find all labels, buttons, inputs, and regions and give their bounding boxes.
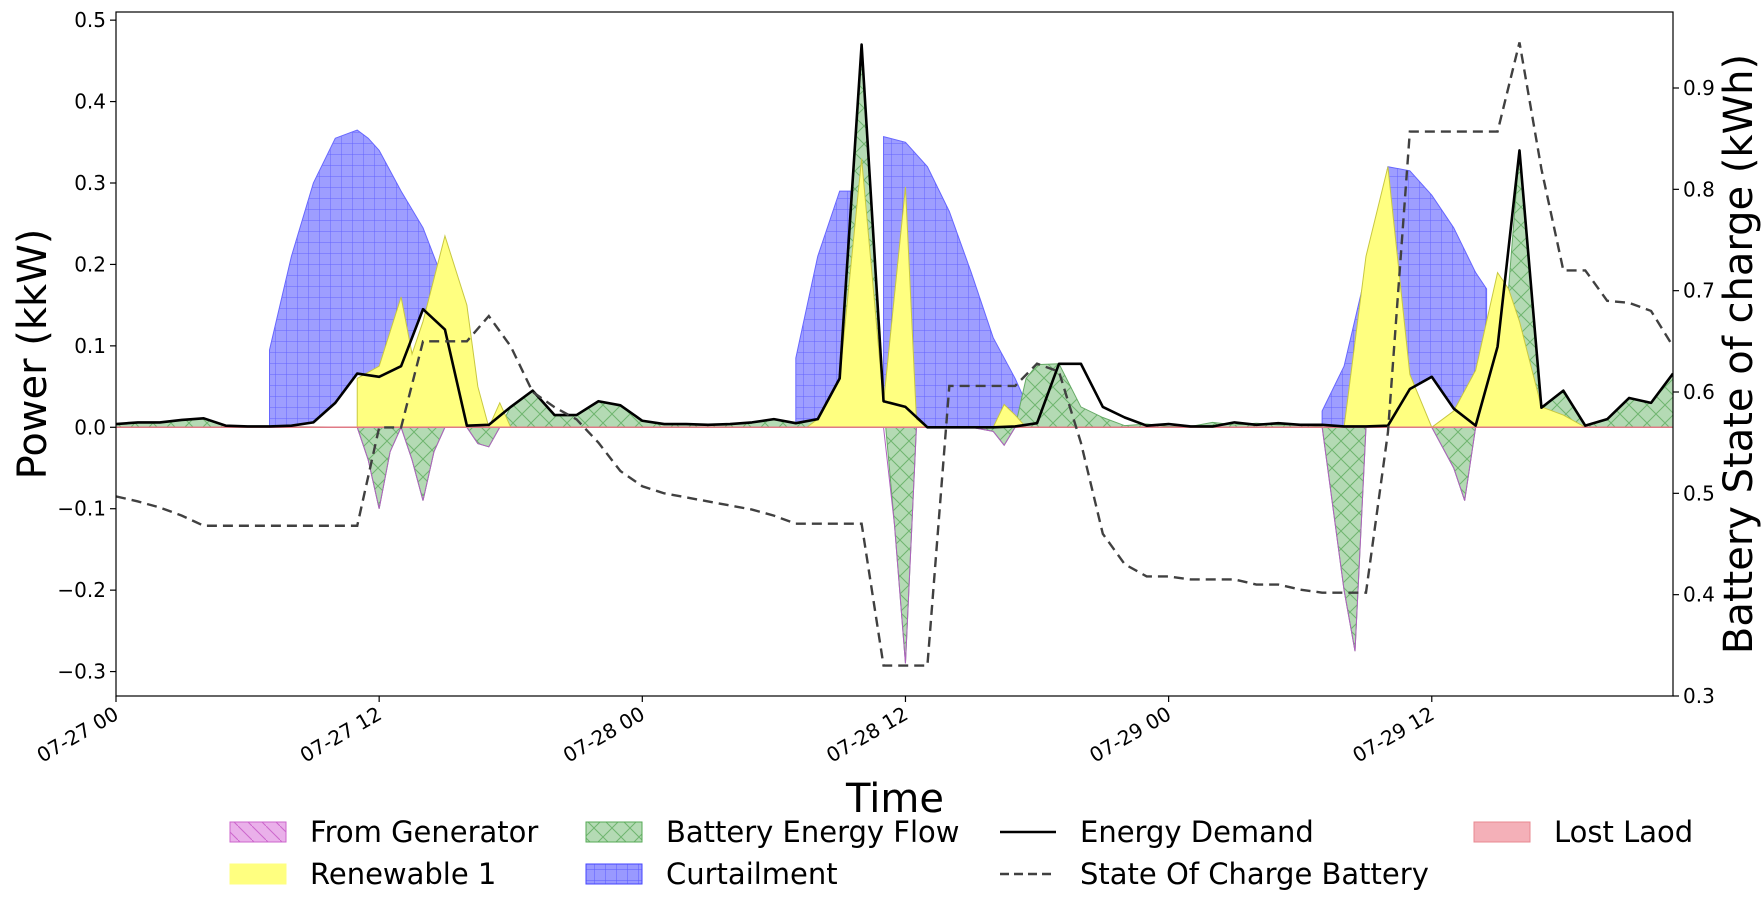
legend-label: Energy Demand [1080, 815, 1314, 849]
y-right-tick-label: 0.6 [1683, 380, 1715, 404]
legend-label: Renewable 1 [310, 857, 496, 891]
y-right-tick-label: 0.9 [1683, 76, 1715, 100]
energy-demand-line [116, 43, 1673, 429]
x-tick-label: 07-29 12 [1348, 702, 1438, 768]
y-axis-label: Power (kkW) [10, 229, 56, 480]
legend-swatch [585, 863, 643, 885]
x-tick-label: 07-27 00 [33, 702, 123, 768]
x-tick-label: 07-29 00 [1085, 702, 1175, 768]
legend-item: State Of Charge Battery [1000, 857, 1429, 891]
legend-swatch [229, 821, 287, 843]
y-tick-label: 0.0 [74, 415, 106, 439]
y-right-tick-label: 0.5 [1683, 481, 1715, 505]
x-tick-label: 07-28 00 [559, 702, 649, 768]
y-right-tick-label: 0.3 [1683, 684, 1715, 708]
y-right-tick-label: 0.4 [1683, 583, 1715, 607]
legend-item: Lost Laod [1473, 815, 1693, 849]
legend-item: From Generator [229, 815, 538, 849]
legend-item: Renewable 1 [229, 857, 496, 891]
state-of-charge-line [116, 42, 1673, 667]
y-tick-label: 0.4 [74, 90, 106, 114]
legend-label: Lost Laod [1554, 815, 1693, 849]
legend-item: Energy Demand [1000, 815, 1314, 849]
y-tick-label: 0.5 [74, 8, 106, 32]
legend-swatch [229, 863, 287, 885]
legend-item: Curtailment [585, 857, 838, 891]
x-tick-label: 07-28 12 [822, 702, 912, 768]
legend-label: State Of Charge Battery [1080, 857, 1429, 891]
y-tick-label: 0.3 [74, 171, 106, 195]
y-tick-label: −0.2 [57, 578, 106, 602]
y-tick-label: −0.3 [57, 660, 106, 684]
y-axis-right-label: Battery State of charge (kWh) [1716, 54, 1762, 654]
y-right-tick-label: 0.8 [1683, 177, 1715, 201]
x-tick-label: 07-27 12 [296, 702, 386, 768]
plot-frame [115, 11, 1674, 697]
y-tick-label: −0.1 [57, 497, 106, 521]
y-tick-label: 0.2 [74, 252, 106, 276]
y-right-tick-label: 0.7 [1683, 279, 1715, 303]
legend-item: Battery Energy Flow [585, 815, 960, 849]
legend-swatch [1473, 821, 1531, 843]
x-axis-label: Time [845, 776, 944, 822]
legend-swatch [585, 821, 643, 843]
legend-label: From Generator [310, 815, 538, 849]
legend-label: Curtailment [666, 857, 838, 891]
chart-legend: From Generator Renewable 1 Battery Energy … [229, 815, 1693, 891]
y-tick-label: 0.1 [74, 334, 106, 358]
legend-label: Battery Energy Flow [666, 815, 960, 849]
